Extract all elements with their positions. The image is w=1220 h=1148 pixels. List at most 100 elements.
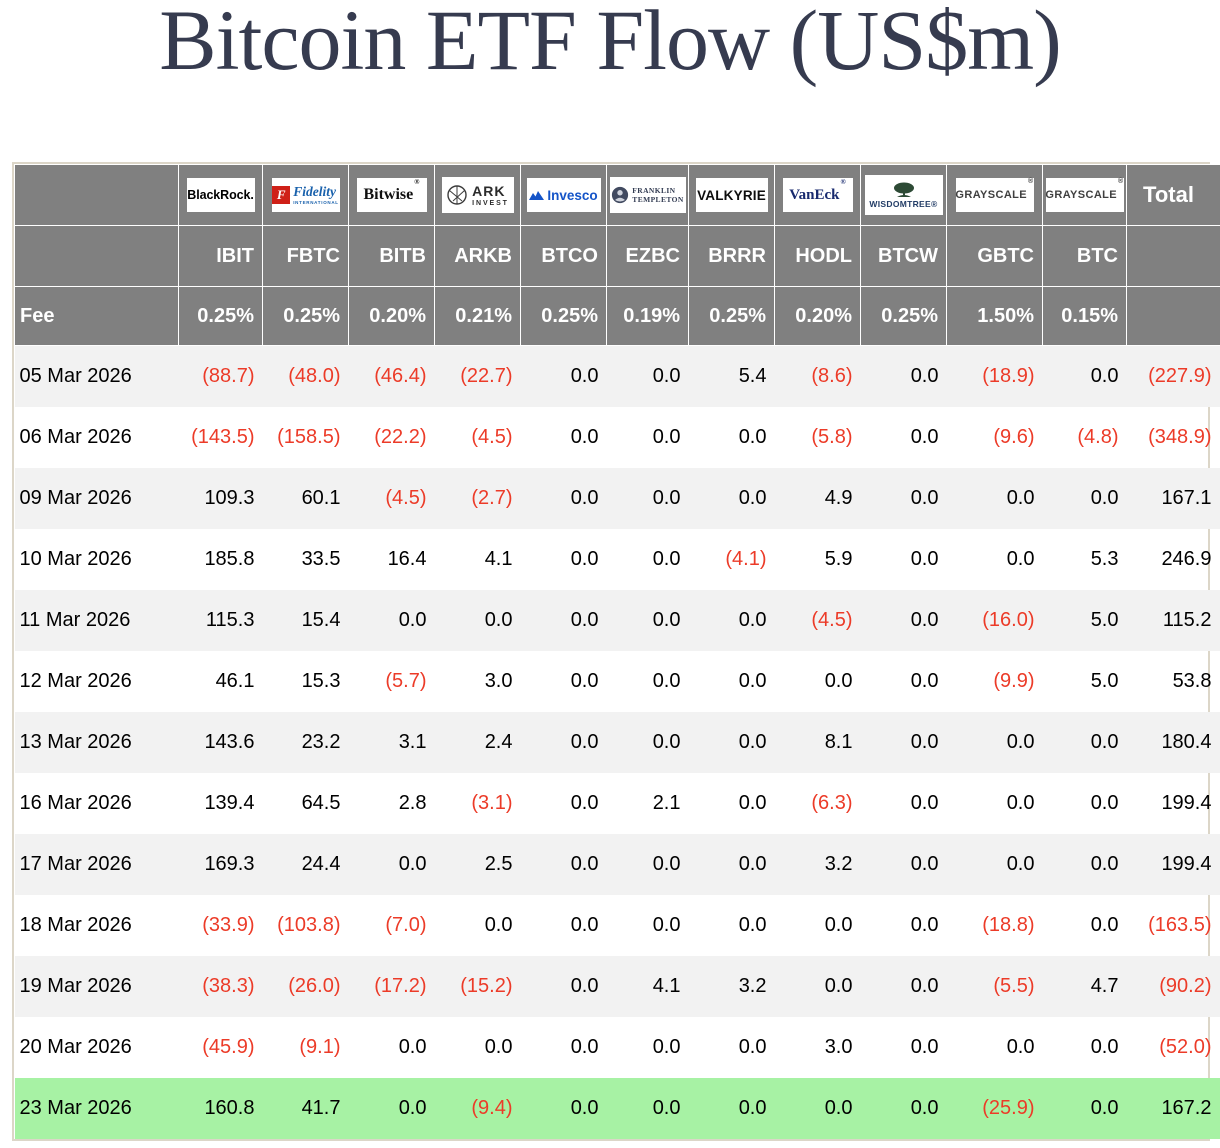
ticker-row-spacer [14, 225, 179, 288]
fee-cell-brrr: 0.25% [688, 286, 775, 347]
flow-value-cell: 0.0 [1006, 853, 1035, 876]
flow-value-cell: 0.0 [738, 670, 767, 693]
flow-value-cell: 2.8 [398, 792, 427, 815]
row-total-cell: 199.4 [1161, 853, 1212, 876]
table-row: 11 Mar 2026 115.3 15.4 0.0 0.0 0.0 0.0 0.0 (4.5)… [14, 590, 1220, 652]
flow-value-cell: 0.0 [570, 853, 599, 876]
fee-cell-btcw: 0.25% [860, 286, 947, 347]
fee-cell-bitb: 0.20% [348, 286, 435, 347]
flow-value-cell: 0.0 [398, 1036, 427, 1059]
flow-value-cell: 169.3 [204, 853, 255, 876]
ticker-cell-brrr: BRRR [688, 225, 775, 288]
flow-value-cell: 0.0 [824, 670, 853, 693]
table-row: 16 Mar 2026 139.4 64.5 2.8 (3.1) 0.0 2.1 0.0 (6.… [15, 773, 1220, 834]
flow-value-cell: 0.0 [1090, 914, 1119, 937]
flow-value-cell: (143.5) [191, 426, 255, 449]
flow-value-cell: 0.0 [652, 487, 681, 510]
total-column-header: Total [1126, 164, 1220, 227]
flow-value-cell: 0.0 [910, 853, 939, 876]
ticker-cell-fbtc: FBTC [262, 225, 349, 288]
flow-value-cell: (17.2) [374, 975, 427, 998]
row-total-cell: (227.9) [1148, 365, 1212, 388]
flow-value-cell: 0.0 [738, 731, 767, 754]
flow-value-cell: 0.0 [652, 731, 681, 754]
flow-value-cell: 0.0 [910, 1097, 939, 1120]
flow-value-cell: 115.3 [205, 609, 255, 632]
invesco-logo: Invesco [526, 178, 601, 213]
date-cell: 18 Mar 2026 [19, 914, 132, 937]
flow-value-cell: (18.8) [982, 914, 1035, 937]
flow-value-cell: (3.1) [471, 792, 513, 815]
fee-cell-btco: 0.25% [520, 286, 607, 347]
row-total-cell: (348.9) [1148, 426, 1212, 449]
flow-value-cell: 160.8 [204, 1097, 255, 1120]
row-total-cell: 180.4 [1161, 731, 1212, 754]
flow-value-cell: 0.0 [1090, 365, 1119, 388]
flow-value-cell: 3.0 [484, 670, 513, 693]
flow-value-cell: 0.0 [824, 1097, 853, 1120]
highlight-row: 23 Mar 2026 160.8 41.7 0.0 (9.4) 0.0 0.0 0.0 0.0… [14, 1078, 1220, 1140]
flow-value-cell: 0.0 [738, 914, 767, 937]
row-total-cell: 246.9 [1161, 548, 1212, 571]
fee-cell-btc: 0.15% [1042, 286, 1127, 347]
flow-value-cell: 0.0 [1090, 1097, 1119, 1120]
flow-value-cell: 0.0 [570, 975, 599, 998]
flow-value-cell: 4.1 [484, 548, 513, 571]
valkyrie-logo: VALKYRIE [695, 178, 768, 213]
flow-value-cell: (5.5) [993, 975, 1035, 998]
flow-value-cell: 0.0 [652, 426, 681, 449]
flow-value-cell: 0.0 [1006, 792, 1035, 815]
franklin-templeton-logo: FRANKLIN TEMPLETON [609, 177, 686, 214]
flow-value-cell: 0.0 [1006, 487, 1035, 510]
flow-value-cell: (4.5) [385, 487, 427, 510]
date-cell: 05 Mar 2026 [19, 365, 132, 388]
table-row: 13 Mar 2026 143.6 23.2 3.1 2.4 0.0 0.0 0.0 8.1 0.… [14, 712, 1220, 774]
row-total-cell: (52.0) [1159, 1036, 1212, 1059]
row-total-cell: 199.4 [1161, 792, 1212, 815]
flow-value-cell: (9.6) [993, 426, 1035, 449]
flow-value-cell: 185.8 [204, 548, 255, 571]
flow-value-cell: 24.4 [301, 853, 341, 876]
flow-value-cell: 0.0 [570, 487, 599, 510]
flow-value-cell: (4.1) [725, 548, 767, 571]
flow-value-cell: 0.0 [484, 1036, 513, 1059]
flow-value-cell: 0.0 [570, 792, 599, 815]
flow-value-cell: 0.0 [824, 975, 853, 998]
flow-value-cell: 8.1 [824, 731, 853, 754]
flow-value-cell: 0.0 [1090, 853, 1119, 876]
ticker-cell-gbtc: GBTC [946, 225, 1043, 288]
flow-value-cell: 15.3 [301, 670, 341, 693]
table-row: 17 Mar 2026 169.3 24.4 0.0 2.5 0.0 0.0 0.0 3.2 0.… [14, 834, 1220, 896]
flow-value-cell: 3.0 [824, 1036, 853, 1059]
flow-value-cell: 0.0 [484, 914, 513, 937]
flow-value-cell: 0.0 [1006, 548, 1035, 571]
flow-value-cell: 0.0 [738, 853, 767, 876]
provider-logo-row: BlackRock. F Fidelity INTERNATIONAL Bitw… [14, 164, 1220, 227]
flow-value-cell: 16.4 [387, 548, 427, 571]
flow-value-cell: (26.0) [288, 975, 341, 998]
ticker-cell-arkb: ARKB [434, 225, 521, 288]
flow-value-cell: 0.0 [1090, 731, 1119, 754]
flow-value-cell: 2.5 [484, 853, 513, 876]
flow-value-cell: 0.0 [570, 609, 599, 632]
flow-value-cell: (2.7) [471, 487, 513, 510]
flow-value-cell: 0.0 [570, 731, 599, 754]
flow-value-cell: 60.1 [301, 487, 341, 510]
table-row: 10 Mar 2026 185.8 33.5 16.4 4.1 0.0 0.0 (4.1) 5.… [15, 529, 1220, 590]
flow-value-cell: 0.0 [738, 1036, 767, 1059]
flow-value-cell: 0.0 [910, 609, 939, 632]
flow-value-cell: (46.4) [374, 365, 427, 388]
ticker-total-spacer [1126, 225, 1220, 288]
row-total-cell: 167.2 [1161, 1097, 1212, 1120]
flow-value-cell: 41.7 [301, 1097, 341, 1120]
grayscale-logo-2: GRAYSCALE ® [1045, 178, 1124, 213]
flow-value-cell: (88.7) [202, 365, 255, 388]
ticker-row: IBIT FBTC BITB ARKB BTCO EZBC BRRR HODL BTCW GBTC… [14, 225, 1220, 288]
date-cell: 09 Mar 2026 [19, 487, 132, 510]
flow-value-cell: (5.7) [385, 670, 427, 693]
flow-value-cell: 0.0 [1090, 792, 1119, 815]
flow-value-cell: (158.5) [277, 426, 341, 449]
flow-value-cell: (103.8) [277, 914, 341, 937]
flow-value-cell: (16.0) [982, 609, 1035, 632]
flow-value-cell: (4.5) [811, 609, 853, 632]
